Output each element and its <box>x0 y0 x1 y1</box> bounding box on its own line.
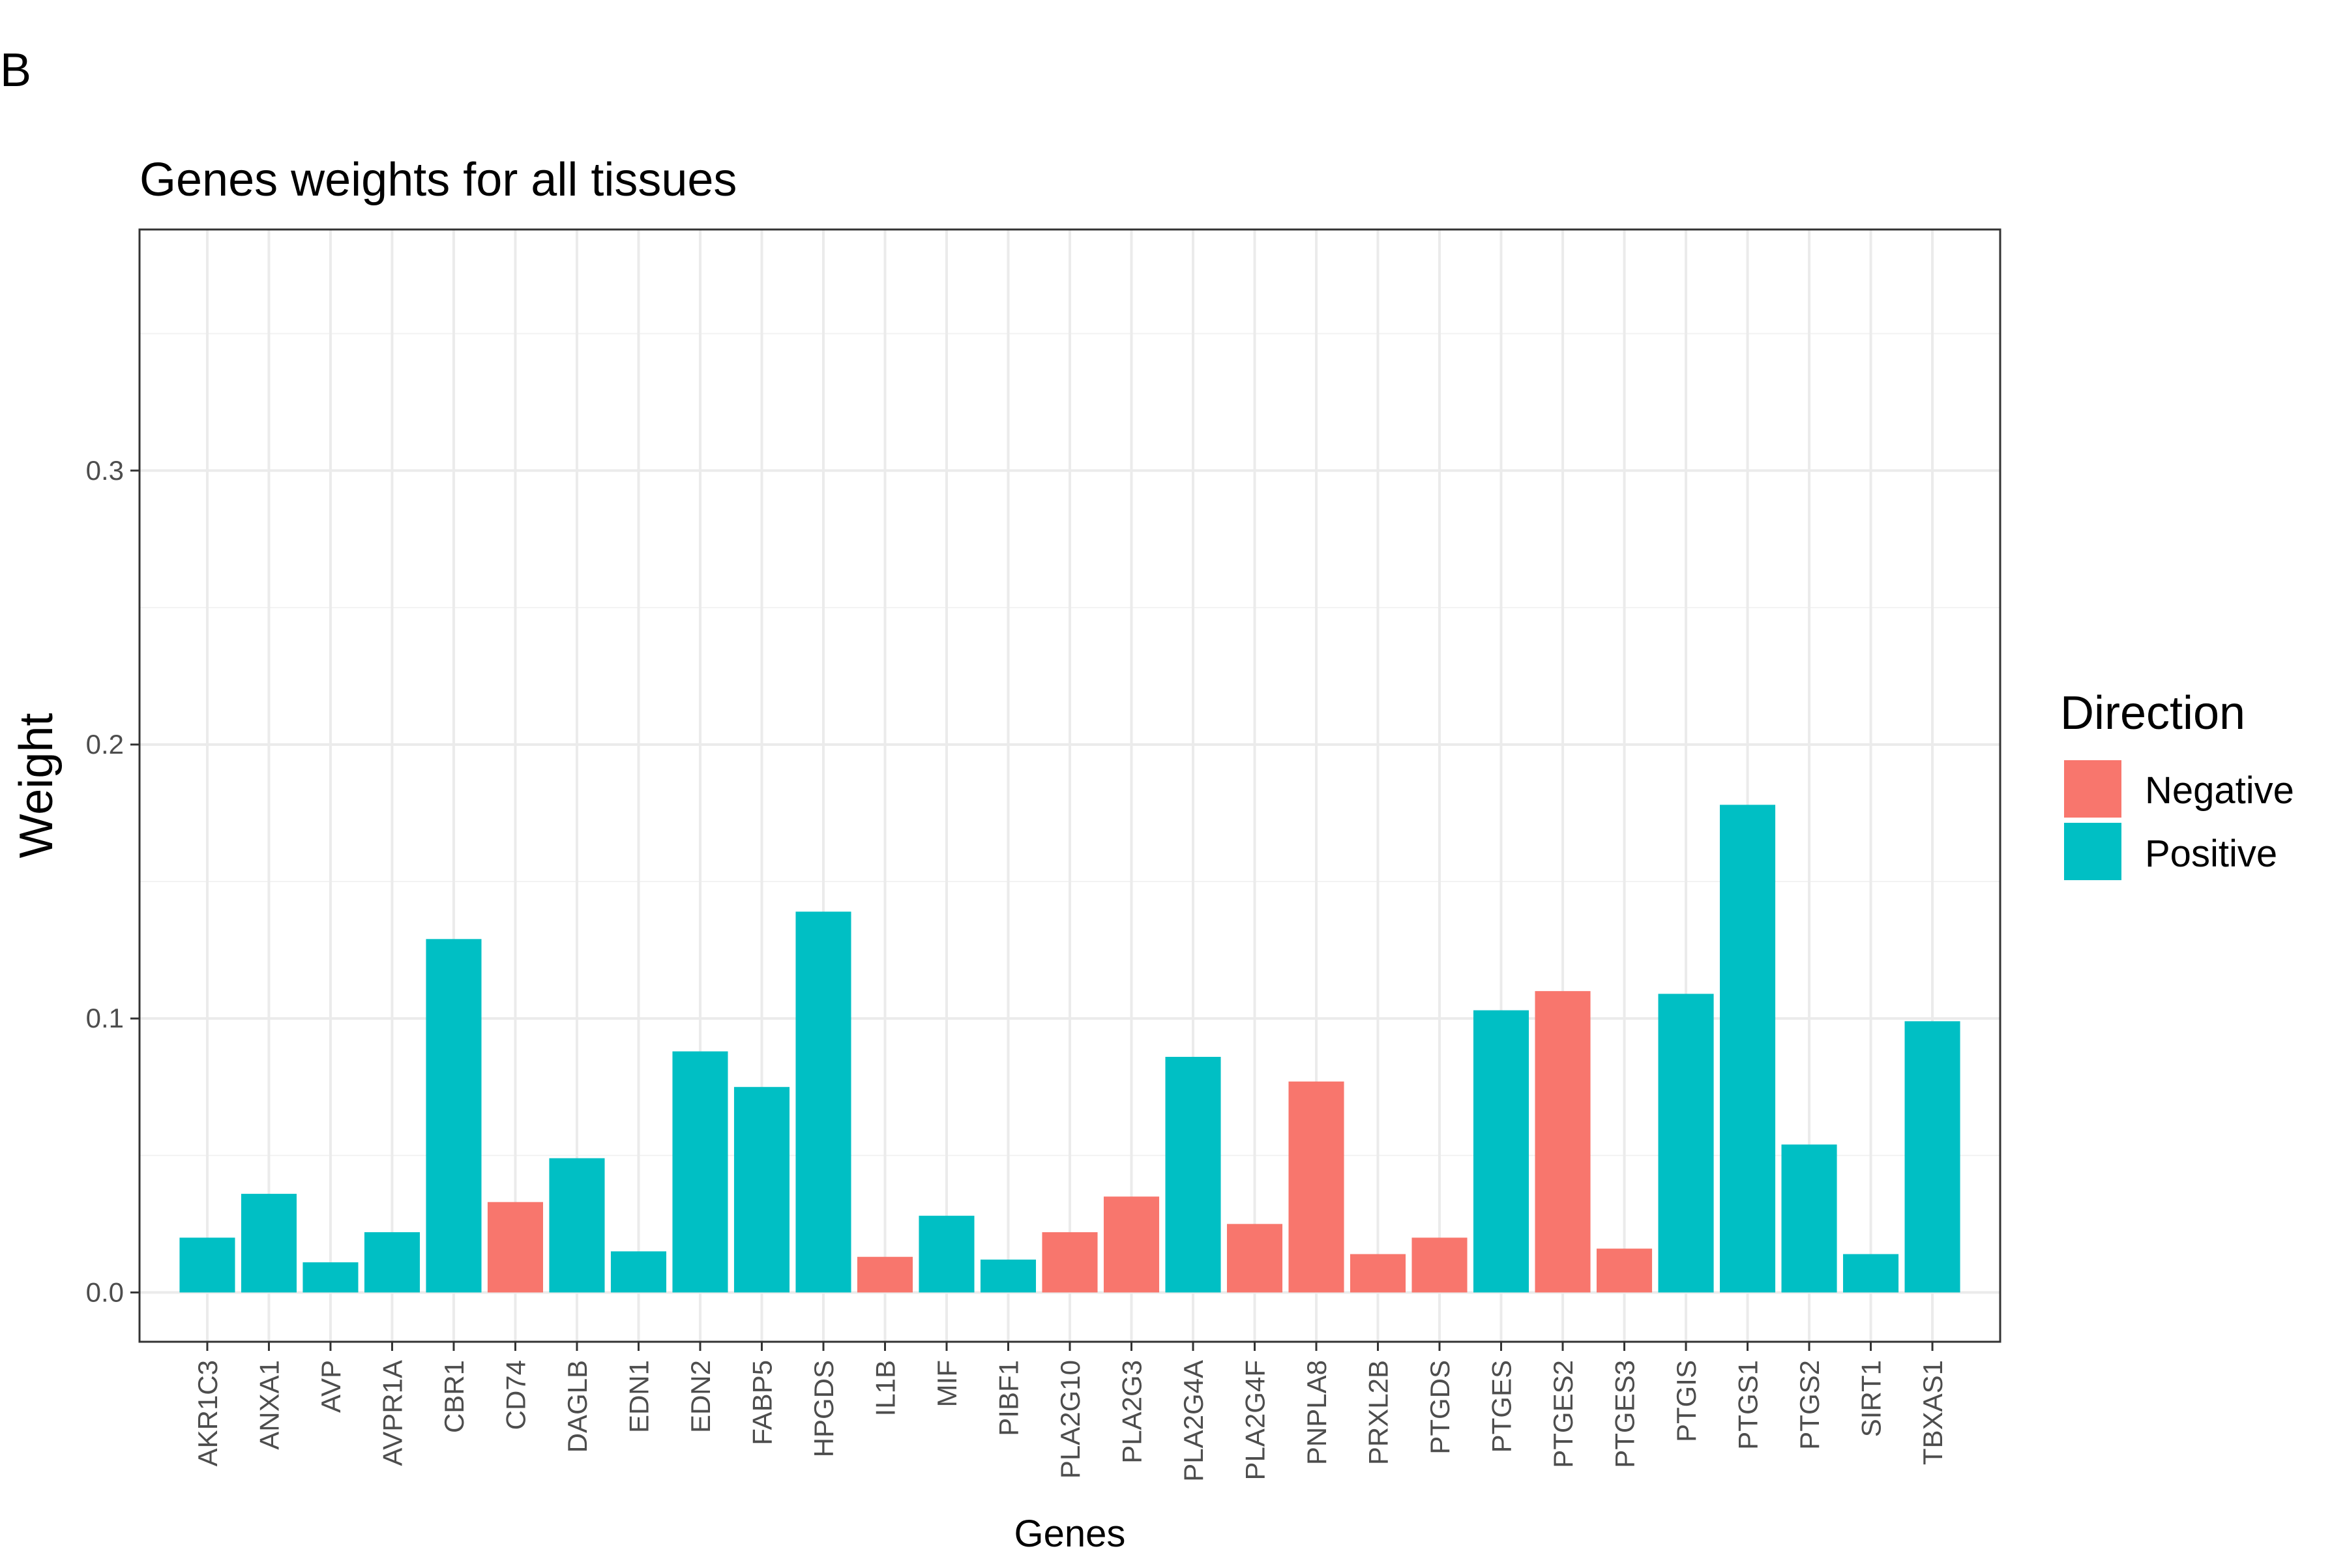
bar-prxl2b <box>1350 1254 1406 1293</box>
x-tick-label: PTGIS <box>1671 1360 1702 1442</box>
x-tick-label: PTGES2 <box>1548 1360 1578 1468</box>
x-tick-label: CD74 <box>500 1360 531 1430</box>
chart-title: Genes weights for all tissues <box>140 154 737 206</box>
bar-pla2g4f <box>1226 1224 1283 1293</box>
bar-avpr1a <box>364 1232 420 1293</box>
bar-fabp5 <box>733 1087 790 1293</box>
bar-ptges <box>1473 1010 1529 1293</box>
bar-daglb <box>549 1158 605 1293</box>
bar-avp <box>303 1262 359 1293</box>
bar-cbr1 <box>426 939 482 1293</box>
bar-edn2 <box>672 1051 728 1293</box>
bar-mif <box>919 1215 975 1293</box>
legend-label-positive: Positive <box>2145 833 2277 875</box>
x-tick-label: AKR1C3 <box>192 1360 223 1466</box>
x-tick-label: CBR1 <box>439 1360 469 1433</box>
bar-edn1 <box>610 1251 667 1293</box>
legend-swatch-positive <box>2064 823 2121 880</box>
x-tick-label: ANXA1 <box>254 1360 284 1450</box>
x-tick-label: PLA2G4F <box>1240 1360 1271 1480</box>
y-tick-label: 0.1 <box>86 1003 124 1033</box>
bars <box>179 805 1960 1293</box>
x-axis-title: Genes <box>1014 1513 1126 1555</box>
x-tick-label: PLA2G10 <box>1055 1360 1085 1479</box>
bar-sirt1 <box>1843 1254 1899 1293</box>
x-tick-label: PLA2G3 <box>1117 1360 1147 1464</box>
y-tick-label: 0.3 <box>86 455 124 486</box>
bar-pnpla8 <box>1288 1081 1344 1293</box>
x-tick-label: PTGES3 <box>1610 1360 1640 1468</box>
bar-hpgds <box>795 911 851 1293</box>
x-tick-label: PNPLA8 <box>1301 1360 1332 1465</box>
x-tick-label: PLA2G4A <box>1178 1360 1209 1482</box>
y-tick-label: 0.0 <box>86 1277 124 1307</box>
bar-pla2g3 <box>1103 1196 1160 1293</box>
x-tick-label: EDN2 <box>685 1360 716 1433</box>
bar-anxa1 <box>241 1194 297 1293</box>
bar-ptgis <box>1658 994 1714 1293</box>
x-tick-label: AVP <box>316 1360 346 1413</box>
bar-pibf1 <box>980 1259 1037 1293</box>
x-tick-label: DAGLB <box>562 1360 593 1453</box>
legend: Direction Negative Positive <box>2060 687 2294 880</box>
bar-ptgs2 <box>1781 1144 1837 1293</box>
bar-cd74 <box>487 1202 543 1293</box>
x-tick-label: EDN1 <box>623 1360 654 1433</box>
bar-pla2g10 <box>1042 1232 1098 1293</box>
y-axis-ticks: 0.0 0.1 0.2 0.3 <box>86 455 140 1307</box>
bar-ptgds <box>1411 1237 1468 1293</box>
legend-title: Direction <box>2060 687 2245 739</box>
legend-label-negative: Negative <box>2145 769 2294 812</box>
x-tick-label: PTGDS <box>1424 1360 1455 1455</box>
x-tick-label: PTGES <box>1486 1360 1517 1453</box>
x-tick-label: PIBF1 <box>993 1360 1024 1436</box>
bar-il1b <box>857 1256 913 1293</box>
x-tick-label: AVPR1A <box>377 1360 407 1466</box>
bar-ptges3 <box>1597 1249 1653 1293</box>
x-tick-label: TBXAS1 <box>1917 1360 1948 1465</box>
y-tick-label: 0.2 <box>86 729 124 760</box>
bar-pla2g4a <box>1165 1056 1221 1293</box>
x-tick-label: FABP5 <box>746 1360 777 1445</box>
x-tick-label: PTGS2 <box>1794 1360 1825 1450</box>
y-axis-title: Weight <box>10 713 63 859</box>
x-tick-label: MIF <box>932 1360 962 1407</box>
x-tick-label: PTGS1 <box>1733 1360 1764 1450</box>
bar-akr1c3 <box>179 1237 235 1293</box>
bar-tbxas1 <box>1904 1021 1960 1293</box>
x-tick-label: IL1B <box>870 1360 900 1416</box>
panel-label: B <box>0 44 31 96</box>
x-tick-label: HPGDS <box>808 1360 839 1457</box>
x-tick-label: PRXL2B <box>1363 1360 1394 1465</box>
x-axis-ticks: AKR1C3 ANXA1 AVP AVPR1A CBR1 CD74 DAGLB EDN1 EDN… <box>192 1342 1948 1482</box>
x-tick-label: SIRT1 <box>1856 1360 1887 1437</box>
bar-ptgs1 <box>1720 805 1776 1293</box>
legend-swatch-negative <box>2064 760 2121 818</box>
bar-ptges2 <box>1535 991 1591 1293</box>
